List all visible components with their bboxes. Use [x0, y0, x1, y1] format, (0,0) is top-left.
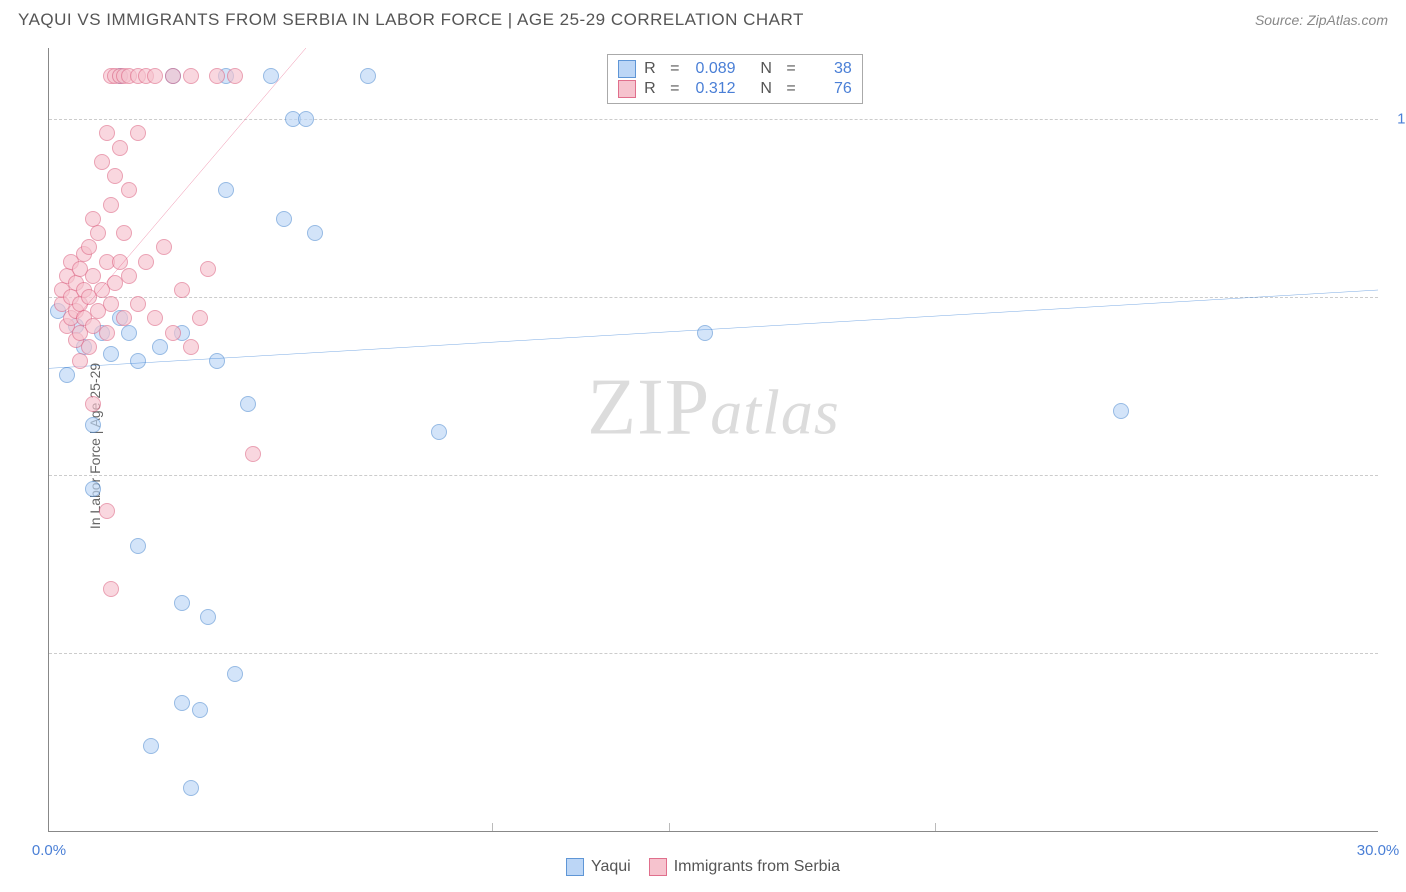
- chart-header: YAQUI VS IMMIGRANTS FROM SERBIA IN LABOR…: [0, 0, 1406, 36]
- legend-swatch-icon: [618, 80, 636, 98]
- y-tick-label: 62.5%: [1388, 645, 1406, 662]
- legend-swatch-icon: [618, 60, 636, 78]
- legend-item: Yaqui: [566, 858, 631, 876]
- legend-label: Immigrants from Serbia: [674, 858, 840, 876]
- legend-row: R=0.312 N=76: [618, 79, 852, 99]
- legend-label: Yaqui: [591, 858, 631, 876]
- x-tick-label: 30.0%: [1357, 842, 1400, 859]
- source-label: Source: ZipAtlas.com: [1255, 12, 1388, 28]
- legend-item: Immigrants from Serbia: [649, 858, 840, 876]
- series-legend: Yaqui Immigrants from Serbia: [566, 858, 840, 876]
- legend-swatch-icon: [649, 858, 667, 876]
- trend-line: [49, 48, 1378, 831]
- y-tick-label: 100.0%: [1388, 111, 1406, 128]
- legend-row: R=0.089 N=38: [618, 59, 852, 79]
- y-tick-label: 87.5%: [1388, 289, 1406, 306]
- x-tick-label: 0.0%: [32, 842, 66, 859]
- correlation-legend: R=0.089 N=38R=0.312 N=76: [607, 54, 863, 104]
- legend-swatch-icon: [566, 858, 584, 876]
- y-tick-label: 75.0%: [1388, 467, 1406, 484]
- chart-title: YAQUI VS IMMIGRANTS FROM SERBIA IN LABOR…: [18, 10, 804, 30]
- chart-plot-area: 62.5%75.0%87.5%100.0%0.0%30.0% ZIPatlas …: [48, 48, 1378, 832]
